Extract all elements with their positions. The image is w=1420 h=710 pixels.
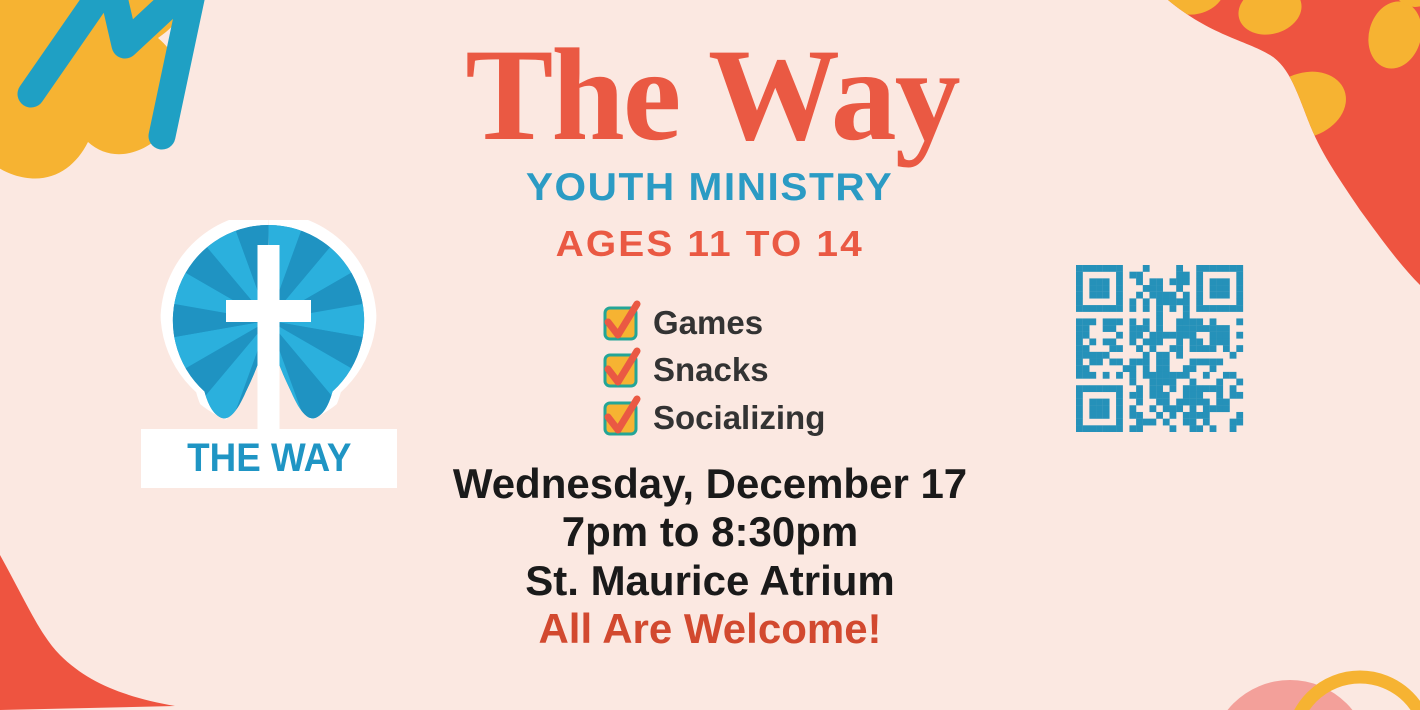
svg-text:Games: Games [653, 304, 763, 341]
svg-text:Socializing: Socializing [653, 399, 825, 436]
svg-text:Snacks: Snacks [653, 351, 769, 388]
